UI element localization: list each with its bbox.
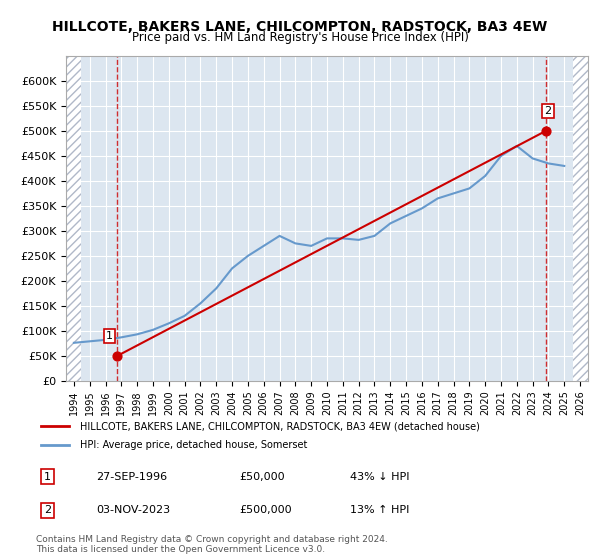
Text: 27-SEP-1996: 27-SEP-1996 (96, 472, 167, 482)
Text: HILLCOTE, BAKERS LANE, CHILCOMPTON, RADSTOCK, BA3 4EW (detached house): HILLCOTE, BAKERS LANE, CHILCOMPTON, RADS… (80, 421, 479, 431)
Text: 43% ↓ HPI: 43% ↓ HPI (350, 472, 410, 482)
Bar (573, 56, 588, 381)
Point (541, 127, 551, 136)
Bar (66, 56, 81, 381)
Text: 2: 2 (44, 505, 51, 515)
Point (113, 351, 122, 360)
Text: 03-NOV-2023: 03-NOV-2023 (96, 505, 170, 515)
Text: £500,000: £500,000 (240, 505, 292, 515)
Text: 1: 1 (44, 472, 51, 482)
Text: 13% ↑ HPI: 13% ↑ HPI (350, 505, 410, 515)
Text: Contains HM Land Registry data © Crown copyright and database right 2024.
This d: Contains HM Land Registry data © Crown c… (36, 535, 388, 554)
Bar (66, 56, 81, 381)
Text: £50,000: £50,000 (240, 472, 286, 482)
Text: HILLCOTE, BAKERS LANE, CHILCOMPTON, RADSTOCK, BA3 4EW: HILLCOTE, BAKERS LANE, CHILCOMPTON, RADS… (52, 20, 548, 34)
Text: 1: 1 (106, 331, 113, 341)
Text: HPI: Average price, detached house, Somerset: HPI: Average price, detached house, Some… (80, 440, 307, 450)
Text: Price paid vs. HM Land Registry's House Price Index (HPI): Price paid vs. HM Land Registry's House … (131, 31, 469, 44)
Text: 2: 2 (545, 106, 552, 116)
